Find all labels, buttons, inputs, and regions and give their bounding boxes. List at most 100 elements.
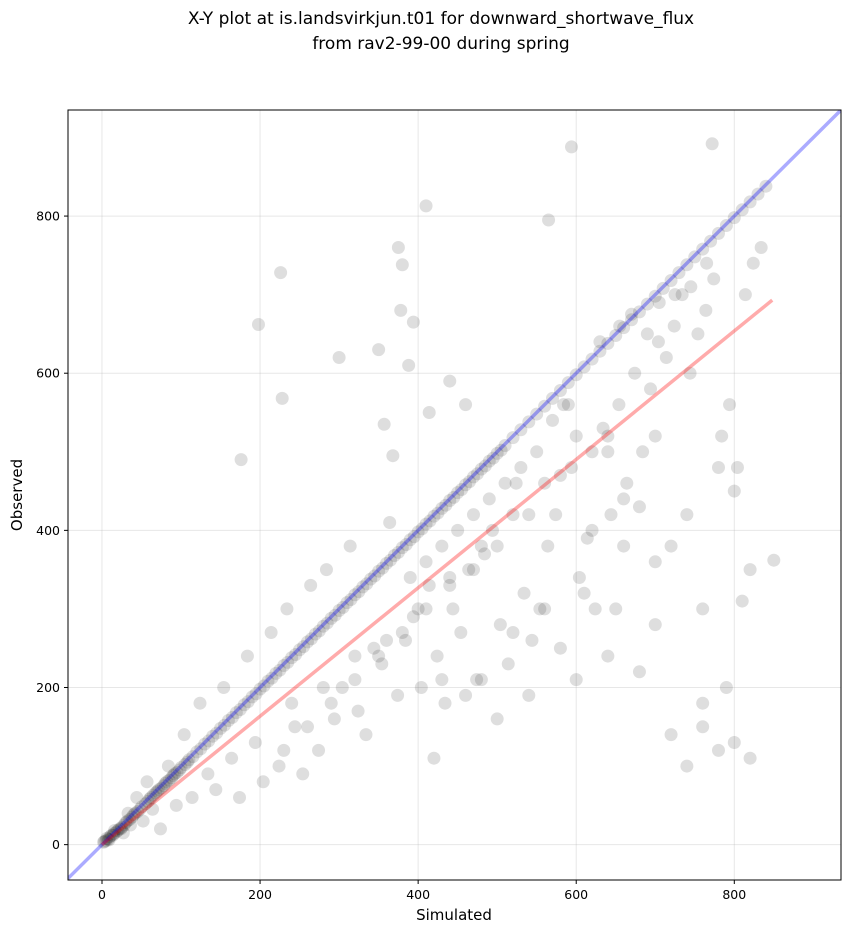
scatter-point: [135, 800, 149, 814]
scatter-point: [451, 486, 465, 500]
scatter-point: [395, 626, 409, 639]
y-tick-label: 400: [36, 523, 60, 538]
scatter-point: [459, 478, 473, 492]
scatter-point: [538, 602, 552, 616]
scatter-point: [664, 274, 678, 287]
scatter-point: [253, 682, 267, 696]
scatter-point: [144, 791, 158, 804]
scatter-point: [604, 508, 618, 522]
scatter-point: [506, 431, 520, 445]
scatter-point: [664, 539, 678, 553]
scatter-point: [569, 368, 583, 382]
scatter-point: [454, 626, 468, 639]
scatter-point: [304, 578, 318, 592]
scatter-point: [451, 523, 465, 537]
scatter-point: [538, 399, 552, 413]
scatter-point: [648, 289, 662, 303]
scatter-point: [320, 616, 334, 630]
scatter-point: [707, 272, 721, 286]
scatter-point: [585, 445, 599, 459]
scatter-point: [419, 602, 433, 616]
scatter-point: [344, 593, 358, 606]
chart-title: X-Y plot at is.landsvirkjun.t01 for down…: [188, 9, 694, 54]
scatter-point: [336, 600, 350, 614]
scatter-point: [506, 508, 520, 522]
scatter-point: [659, 351, 673, 364]
scatter-point: [459, 688, 473, 702]
scatter-point: [141, 794, 155, 808]
scatter-point: [202, 734, 216, 748]
x-tick-label: 400: [406, 887, 430, 902]
scatter-point: [493, 618, 507, 632]
scatter-point: [522, 415, 536, 429]
scatter-point: [380, 556, 394, 570]
scatter-point: [249, 687, 263, 701]
scatter-point: [664, 728, 678, 742]
scatter-point: [395, 258, 409, 272]
scatter-point: [348, 673, 362, 687]
scatter-point: [251, 318, 265, 331]
scatter-point: [285, 696, 299, 710]
scatter-point: [229, 706, 243, 720]
scatter-point: [241, 695, 255, 709]
scatter-point: [380, 633, 394, 647]
scatter-point: [549, 508, 563, 522]
scatter-point: [210, 726, 224, 740]
scatter-point: [644, 382, 658, 396]
scatter-point: [675, 288, 689, 302]
y-tick-label: 0: [52, 837, 60, 852]
scatter-point: [640, 327, 654, 341]
scatter-point: [419, 555, 433, 569]
scatter-point: [530, 445, 544, 459]
scatter-point: [399, 538, 413, 551]
scatter-point: [352, 585, 366, 599]
scatter-point: [522, 508, 536, 522]
scatter-point: [625, 313, 639, 327]
scatter-point: [498, 439, 512, 452]
scatter-point: [348, 588, 362, 602]
scatter-point: [97, 835, 111, 849]
scatter-point: [172, 763, 186, 777]
scatter-point: [327, 712, 341, 726]
scatter-point: [394, 303, 408, 317]
scatter-point: [174, 761, 188, 775]
scatter-point: [233, 703, 247, 716]
scatter-point: [730, 461, 744, 474]
scatter-point: [419, 517, 433, 531]
scatter-point: [704, 234, 718, 248]
scatter-point: [474, 539, 488, 553]
scatter-point: [138, 797, 152, 811]
scatter-point: [293, 643, 307, 657]
scatter-point: [696, 720, 710, 734]
scatter-point: [403, 533, 417, 547]
scatter-point: [300, 635, 314, 649]
scatter-point: [506, 626, 520, 639]
scatter-point: [585, 523, 599, 537]
y-tick-label: 200: [36, 680, 60, 695]
scatter-point: [719, 219, 733, 232]
scatter-point: [101, 832, 115, 846]
scatter-point: [596, 421, 610, 435]
scatter-point: [680, 759, 694, 773]
plot-frame: [67, 109, 842, 881]
scatter-point: [275, 391, 289, 405]
scatter-point: [140, 775, 154, 789]
scatter-point: [377, 417, 391, 431]
scatter-point: [427, 751, 441, 765]
scatter-point: [430, 649, 444, 663]
scatter-point: [296, 767, 310, 781]
scatter-point: [343, 539, 357, 553]
scatter-point: [463, 475, 477, 489]
scatter-point: [411, 525, 425, 539]
scatter-point: [601, 336, 615, 350]
scatter-point: [486, 451, 500, 465]
scatter-point: [683, 366, 697, 380]
scatter-point: [186, 750, 200, 764]
scatter-point: [443, 578, 457, 592]
scatter-point: [119, 816, 133, 830]
scatter-point: [120, 814, 134, 828]
scatter-point: [332, 351, 346, 364]
scatter-point: [383, 553, 397, 567]
scatter-point: [509, 476, 523, 490]
scatter-point: [651, 335, 665, 349]
